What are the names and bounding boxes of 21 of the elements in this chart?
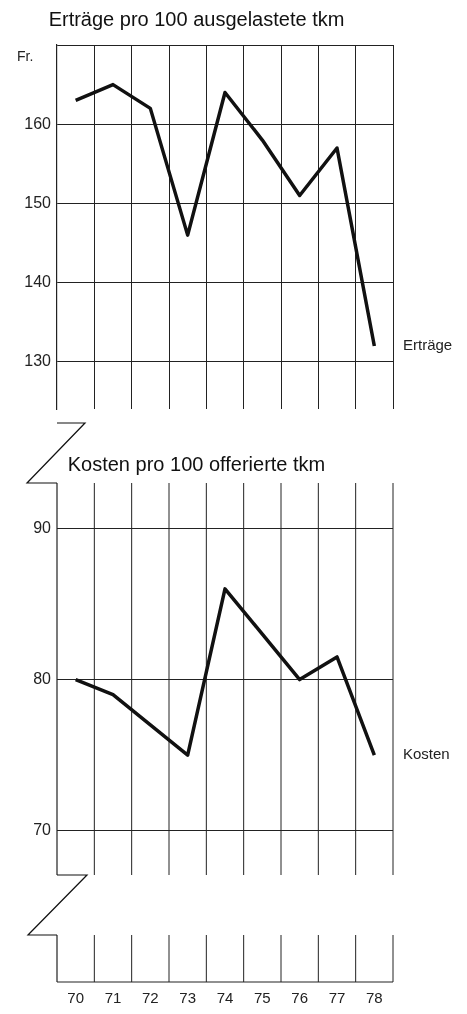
y-tick-label: 70 [33,821,52,839]
x-tick-label: 72 [141,989,159,1007]
y-tick-label: 90 [33,518,52,536]
x-tick-label: 70 [67,989,85,1007]
y-tick-label: 150 [24,193,52,211]
y-tick-label: 140 [24,273,52,291]
series-label: Kosten [403,745,450,763]
y-tick-label: 160 [24,114,52,132]
x-tick-label: 75 [253,989,271,1007]
series-label: Erträge [403,336,453,354]
x-tick-label: 71 [104,989,122,1007]
x-tick-label: 78 [365,989,383,1007]
y-tick-label: 80 [33,669,52,687]
y-tick-label: 130 [24,352,52,370]
chart-title: Erträge pro 100 ausgelastete tkm [48,7,345,30]
x-tick-label: 74 [216,989,234,1007]
x-tick-label: 73 [179,989,197,1007]
y-axis-title: Fr. [17,47,34,64]
chart-title: Kosten pro 100 offerierte tkm [67,452,326,475]
x-tick-label: 77 [328,989,346,1007]
x-tick-label: 76 [291,989,309,1007]
